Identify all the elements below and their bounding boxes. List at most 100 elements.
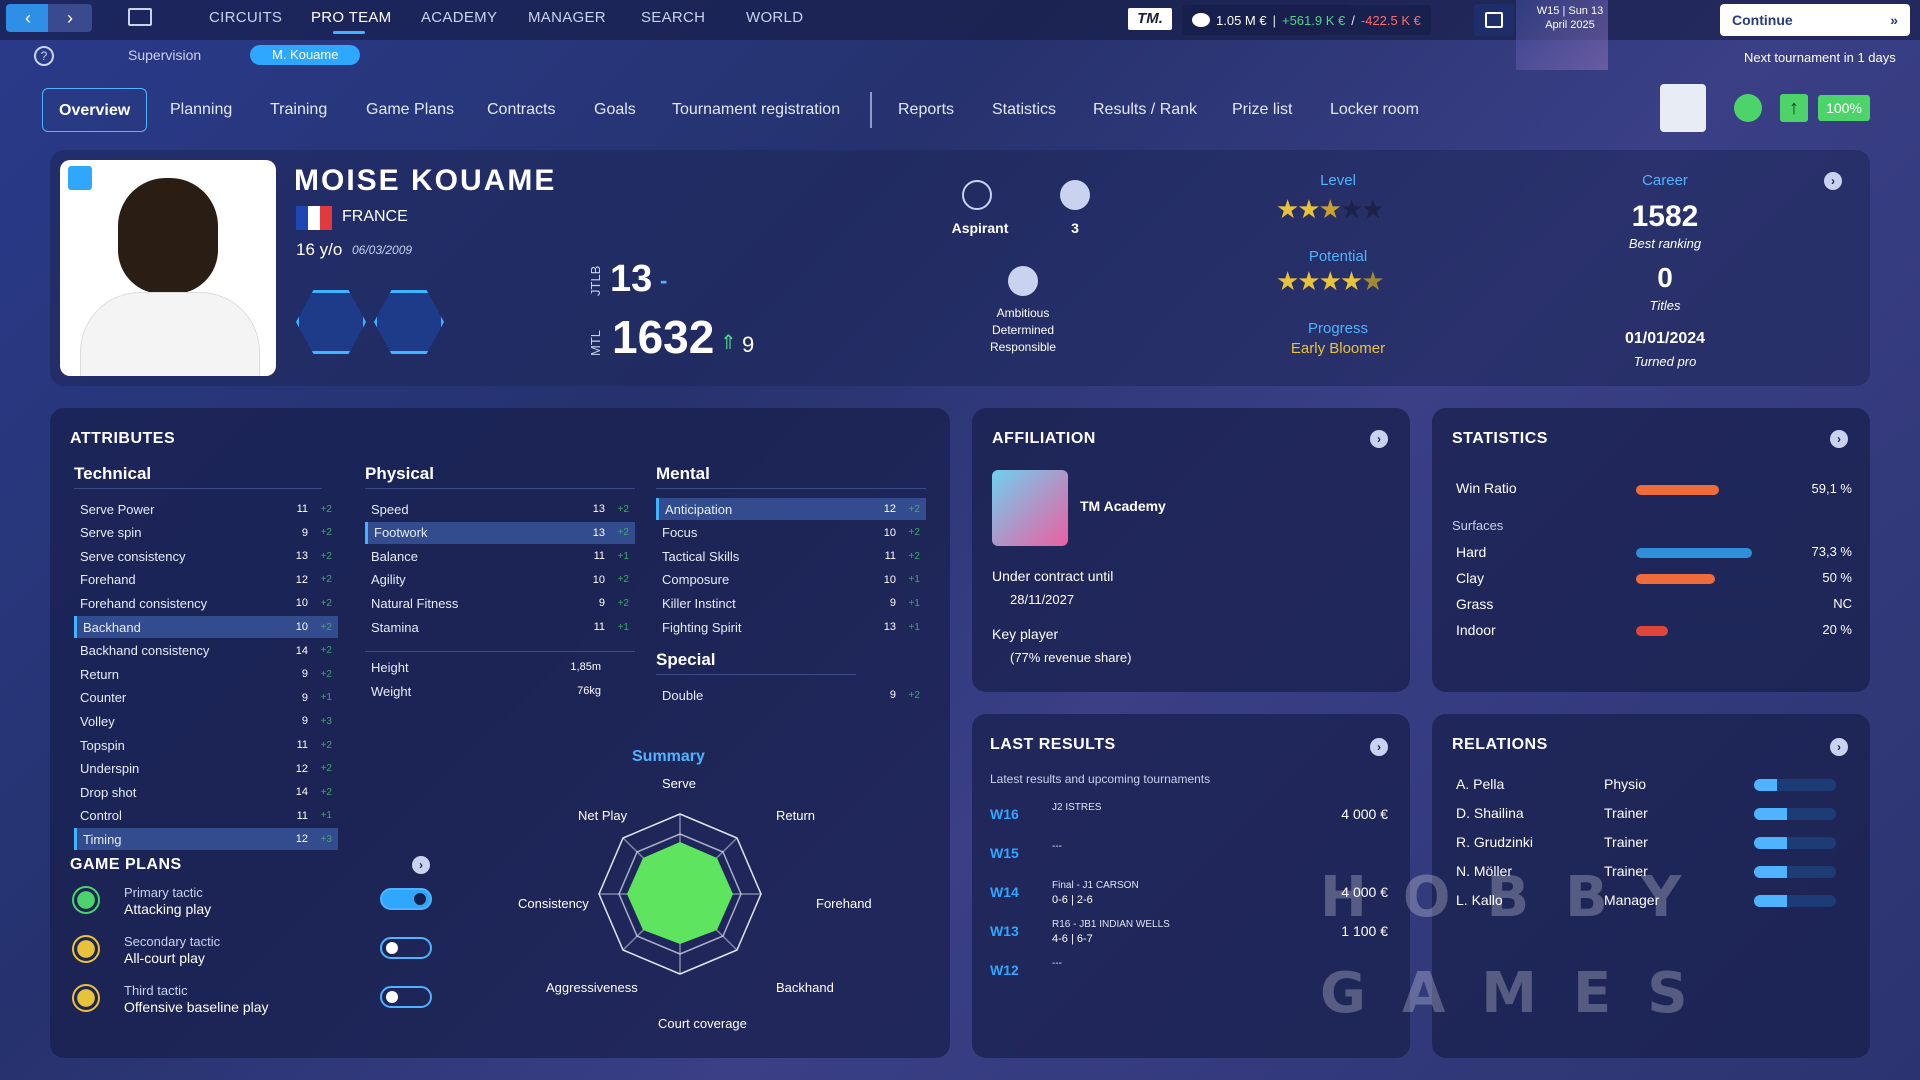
edit-pencil-icon[interactable] bbox=[68, 166, 92, 190]
technical-row[interactable]: Return 9 +2 bbox=[74, 663, 338, 685]
physical-row[interactable]: Balance 11 +1 bbox=[365, 545, 635, 567]
result-prize: 1 100 € bbox=[1341, 923, 1388, 939]
physical-row[interactable]: Footwork 13 +2 bbox=[365, 521, 635, 544]
technical-row[interactable]: Forehand 12 +2 bbox=[74, 569, 338, 591]
tab-game-plans[interactable]: Game Plans bbox=[366, 101, 455, 118]
mental-row[interactable]: Fighting Spirit 13 +1 bbox=[656, 616, 926, 638]
technical-row[interactable]: Volley 9 +3 bbox=[74, 710, 338, 732]
radar-label-consistency: Consistency bbox=[518, 896, 589, 911]
technical-delta: +3 bbox=[320, 715, 332, 727]
nav-search[interactable]: SEARCH bbox=[641, 9, 706, 26]
result-week[interactable]: W12 bbox=[990, 962, 1019, 978]
result-week[interactable]: W16 bbox=[990, 806, 1019, 822]
nav-academy[interactable]: ACADEMY bbox=[421, 9, 498, 26]
tab-contracts[interactable]: Contracts bbox=[487, 101, 556, 118]
technical-row[interactable]: Serve consistency 13 +2 bbox=[74, 545, 338, 567]
physical-label: Natural Fitness bbox=[371, 595, 459, 611]
relations-chevron-icon[interactable]: › bbox=[1830, 738, 1848, 756]
technical-row[interactable]: Backhand 10 +2 bbox=[74, 616, 338, 638]
mental-row[interactable]: Focus 10 +2 bbox=[656, 522, 926, 544]
mtl-change: 9 bbox=[742, 332, 755, 357]
statistics-chevron-icon[interactable]: › bbox=[1830, 430, 1848, 448]
result-week[interactable]: W15 bbox=[990, 845, 1019, 861]
relation-name[interactable]: D. Shailina bbox=[1456, 805, 1524, 821]
affiliation-chevron-icon[interactable]: › bbox=[1370, 430, 1388, 448]
nav-world[interactable]: WORLD bbox=[746, 9, 804, 26]
tactic-label: Secondary tactic bbox=[124, 934, 221, 949]
surface-value: NC bbox=[1833, 596, 1852, 611]
technical-row[interactable]: Serve spin 9 +2 bbox=[74, 522, 338, 544]
breadcrumb-supervision[interactable]: Supervision bbox=[128, 47, 202, 63]
level-label: Level bbox=[1320, 172, 1356, 189]
mental-row[interactable]: Tactical Skills 11 +2 bbox=[656, 545, 926, 567]
tab-training[interactable]: Training bbox=[270, 101, 328, 118]
tab-planning[interactable]: Planning bbox=[170, 101, 233, 118]
tactic-value: All-court play bbox=[124, 950, 205, 966]
physical-row[interactable]: Agility 10 +2 bbox=[365, 569, 635, 591]
tm-logo: TM. bbox=[1128, 8, 1172, 30]
nav-circuits[interactable]: CIRCUITS bbox=[209, 9, 283, 26]
technical-row[interactable]: Timing 12 +3 bbox=[74, 828, 338, 851]
result-event: R16 - JB1 INDIAN WELLS bbox=[1052, 919, 1170, 930]
technical-label: Serve consistency bbox=[80, 548, 186, 564]
mental-row[interactable]: Composure 10 +1 bbox=[656, 569, 926, 591]
tab-overview[interactable]: Overview bbox=[42, 88, 148, 132]
technical-row[interactable]: Control 11 +1 bbox=[74, 805, 338, 827]
coins-icon bbox=[1192, 13, 1210, 27]
calendar-button[interactable] bbox=[1474, 4, 1514, 36]
last-results-chevron-icon[interactable]: › bbox=[1370, 738, 1388, 756]
technical-row[interactable]: Counter 9 +1 bbox=[74, 687, 338, 709]
tab-results-rank[interactable]: Results / Rank bbox=[1093, 101, 1198, 118]
tactic-toggle[interactable] bbox=[380, 986, 432, 1008]
mail-icon[interactable] bbox=[128, 8, 152, 26]
relation-name[interactable]: L. Kallo bbox=[1456, 892, 1503, 908]
physical-row[interactable]: Speed 13 +2 bbox=[365, 498, 635, 520]
technical-label: Backhand bbox=[83, 619, 141, 635]
tab-prize-list[interactable]: Prize list bbox=[1232, 101, 1293, 118]
technical-value: 11 bbox=[296, 503, 308, 515]
relation-name[interactable]: N. Möller bbox=[1456, 863, 1513, 879]
technical-row[interactable]: Backhand consistency 14 +2 bbox=[74, 640, 338, 662]
technical-row[interactable]: Underspin 12 +2 bbox=[74, 758, 338, 780]
result-week[interactable]: W14 bbox=[990, 884, 1019, 900]
breadcrumb-current[interactable]: M. Kouame bbox=[250, 45, 361, 65]
tactic-toggle[interactable] bbox=[380, 888, 432, 910]
nav-active-indicator bbox=[333, 31, 365, 34]
balance: 1.05 M € bbox=[1216, 12, 1267, 28]
technical-row[interactable]: Drop shot 14 +2 bbox=[74, 781, 338, 803]
relation-level-icon bbox=[1754, 779, 1836, 791]
game-plans-title: GAME PLANS bbox=[70, 856, 182, 873]
tab-statistics[interactable]: Statistics bbox=[992, 101, 1057, 118]
mental-row[interactable]: Anticipation 12 +2 bbox=[656, 498, 926, 520]
mental-row[interactable]: Killer Instinct 9 +1 bbox=[656, 592, 926, 614]
tab-tournament-registration[interactable]: Tournament registration bbox=[672, 101, 841, 118]
technical-row[interactable]: Forehand consistency 10 +2 bbox=[74, 592, 338, 614]
relation-name[interactable]: A. Pella bbox=[1456, 776, 1505, 792]
technical-row[interactable]: Serve Power 11 +2 bbox=[74, 498, 338, 520]
nav-pro-team[interactable]: PRO TEAM bbox=[311, 9, 392, 26]
tab-locker-room[interactable]: Locker room bbox=[1330, 101, 1419, 118]
result-prize: 4 000 € bbox=[1341, 806, 1388, 822]
finances[interactable]: 1.05 M € | +561.9 K € / -422.5 K € bbox=[1182, 5, 1431, 35]
back-button[interactable]: ‹ bbox=[6, 4, 50, 32]
relation-level-icon bbox=[1754, 808, 1836, 820]
special-row[interactable]: Double 9 +2 bbox=[656, 684, 926, 706]
statistics-title: STATISTICS bbox=[1452, 430, 1548, 447]
mental-label: Fighting Spirit bbox=[662, 619, 742, 635]
nav-manager[interactable]: MANAGER bbox=[528, 9, 606, 26]
physical-row[interactable]: Natural Fitness 9 +2 bbox=[365, 592, 635, 614]
result-week[interactable]: W13 bbox=[990, 923, 1019, 939]
career-details-chevron-icon[interactable]: › bbox=[1824, 172, 1842, 190]
tab-reports[interactable]: Reports bbox=[898, 101, 955, 118]
tab-goals[interactable]: Goals bbox=[594, 101, 636, 118]
france-flag-icon bbox=[296, 206, 332, 230]
continue-button[interactable]: Continue » bbox=[1720, 4, 1910, 36]
help-icon[interactable]: ? bbox=[34, 46, 54, 66]
forward-button[interactable]: › bbox=[48, 4, 92, 32]
technical-row[interactable]: Topspin 11 +2 bbox=[74, 734, 338, 756]
tactic-toggle[interactable] bbox=[380, 937, 432, 959]
physical-row[interactable]: Stamina 11 +1 bbox=[365, 616, 635, 638]
game-plans-chevron-icon[interactable]: › bbox=[412, 856, 430, 874]
relation-name[interactable]: R. Grudzinki bbox=[1456, 834, 1534, 850]
mental-label: Composure bbox=[662, 572, 730, 588]
